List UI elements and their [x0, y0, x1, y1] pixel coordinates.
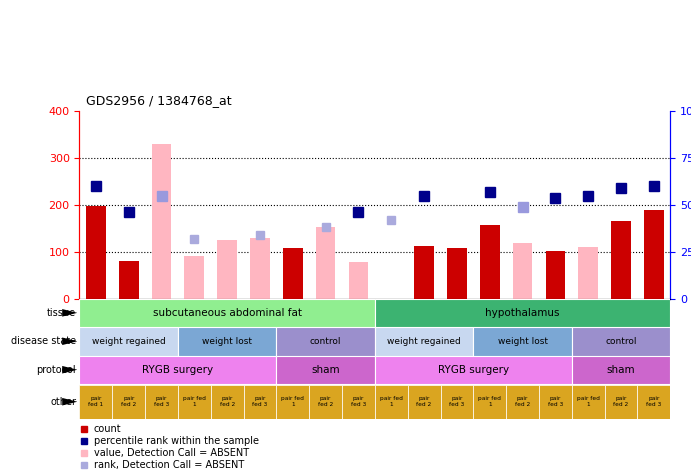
Text: pair
fed 2: pair fed 2	[121, 396, 136, 407]
Bar	[79, 356, 276, 384]
Bar	[480, 225, 500, 299]
Text: pair fed
1: pair fed 1	[183, 396, 206, 407]
Text: pair
fed 3: pair fed 3	[548, 396, 563, 407]
Bar	[408, 385, 440, 419]
Text: pair
fed 2: pair fed 2	[515, 396, 530, 407]
Bar	[276, 385, 309, 419]
Text: RYGB surgery: RYGB surgery	[142, 365, 214, 375]
Text: pair fed
1: pair fed 1	[281, 396, 304, 407]
Text: control: control	[310, 337, 341, 346]
Text: hypothalamus: hypothalamus	[485, 308, 560, 318]
Text: pair
fed 3: pair fed 3	[351, 396, 366, 407]
Polygon shape	[62, 337, 77, 345]
Bar	[217, 240, 237, 299]
Text: sham: sham	[312, 365, 340, 375]
Bar	[79, 299, 375, 327]
Bar	[440, 385, 473, 419]
Bar	[414, 246, 434, 299]
Bar	[145, 385, 178, 419]
Bar	[637, 385, 670, 419]
Bar	[250, 238, 269, 299]
Text: protocol: protocol	[37, 365, 76, 375]
Bar	[79, 385, 112, 419]
Text: pair fed
1: pair fed 1	[380, 396, 403, 407]
Text: sham: sham	[607, 365, 635, 375]
Bar	[447, 247, 466, 299]
Text: control: control	[605, 337, 637, 346]
Polygon shape	[62, 398, 77, 406]
Bar	[178, 385, 211, 419]
Bar	[473, 327, 571, 356]
Bar	[644, 210, 663, 299]
Text: pair
fed 1: pair fed 1	[88, 396, 104, 407]
Bar	[611, 221, 631, 299]
Text: pair
fed 3: pair fed 3	[154, 396, 169, 407]
Text: weight regained: weight regained	[387, 337, 461, 346]
Bar	[348, 262, 368, 299]
Bar	[316, 228, 335, 299]
Text: count: count	[94, 424, 122, 434]
Text: pair
fed 2: pair fed 2	[614, 396, 629, 407]
Text: tissue: tissue	[47, 308, 76, 318]
Text: other: other	[50, 397, 76, 407]
Bar	[151, 144, 171, 299]
Bar	[375, 327, 473, 356]
Text: weight regained: weight regained	[92, 337, 166, 346]
Text: pair
fed 3: pair fed 3	[646, 396, 661, 407]
Bar	[283, 247, 303, 299]
Bar	[211, 385, 243, 419]
Bar	[342, 385, 375, 419]
Polygon shape	[62, 366, 77, 374]
Text: percentile rank within the sample: percentile rank within the sample	[94, 436, 259, 447]
Bar	[276, 327, 375, 356]
Bar	[375, 299, 670, 327]
Text: subcutaneous abdominal fat: subcutaneous abdominal fat	[153, 308, 302, 318]
Text: RYGB surgery: RYGB surgery	[438, 365, 509, 375]
Bar	[545, 251, 565, 299]
Bar	[375, 356, 571, 384]
Bar	[178, 327, 276, 356]
Bar	[578, 247, 598, 299]
Text: weight lost: weight lost	[498, 337, 547, 346]
Bar	[184, 256, 204, 299]
Bar	[375, 385, 408, 419]
Bar	[79, 327, 178, 356]
Bar	[605, 385, 637, 419]
Bar	[539, 385, 571, 419]
Bar	[473, 385, 506, 419]
Text: pair fed
1: pair fed 1	[577, 396, 600, 407]
Text: value, Detection Call = ABSENT: value, Detection Call = ABSENT	[94, 448, 249, 458]
Bar	[571, 327, 670, 356]
Bar	[506, 385, 539, 419]
Text: rank, Detection Call = ABSENT: rank, Detection Call = ABSENT	[94, 460, 244, 470]
Bar	[276, 356, 375, 384]
Text: pair
fed 3: pair fed 3	[449, 396, 464, 407]
Bar	[119, 261, 138, 299]
Text: pair fed
1: pair fed 1	[478, 396, 501, 407]
Text: pair
fed 2: pair fed 2	[417, 396, 432, 407]
Text: pair
fed 3: pair fed 3	[252, 396, 267, 407]
Bar	[571, 356, 670, 384]
Text: disease state: disease state	[11, 336, 76, 346]
Bar	[571, 385, 605, 419]
Bar	[86, 206, 106, 299]
Text: weight lost: weight lost	[202, 337, 252, 346]
Polygon shape	[62, 309, 77, 317]
Text: pair
fed 2: pair fed 2	[220, 396, 235, 407]
Text: pair
fed 2: pair fed 2	[318, 396, 333, 407]
Bar	[513, 243, 532, 299]
Text: GDS2956 / 1384768_at: GDS2956 / 1384768_at	[86, 94, 232, 107]
Bar	[243, 385, 276, 419]
Bar	[112, 385, 145, 419]
Bar	[309, 385, 342, 419]
